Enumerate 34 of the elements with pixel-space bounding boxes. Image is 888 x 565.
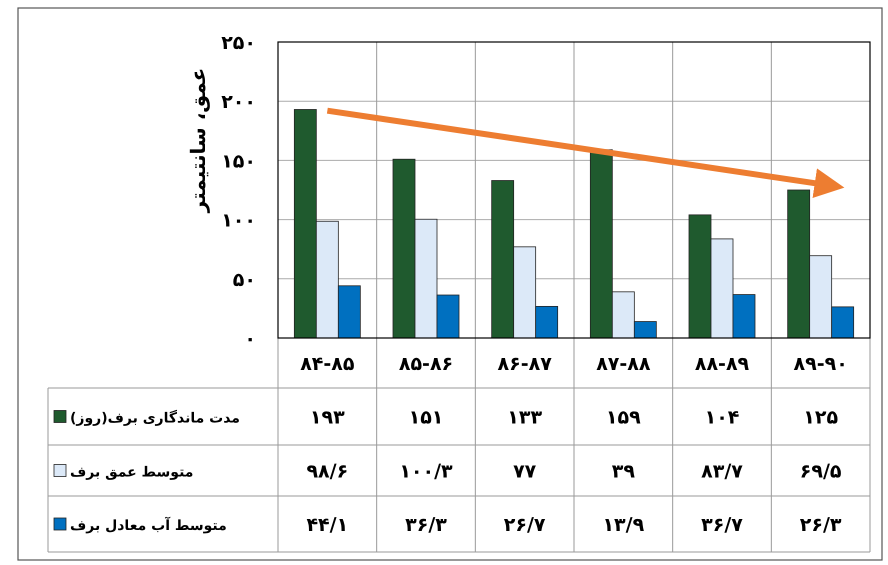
data-label: ۱۳/۹	[602, 514, 645, 536]
x-tick-label: ۸۷-۸۸	[596, 353, 651, 375]
x-tick-label: ۸۶-۸۷	[498, 353, 552, 375]
y-tick-label: ۲۵۰	[221, 32, 256, 54]
y-tick-label: ۵۰	[232, 268, 256, 291]
data-label: ۱۰۰/۳	[399, 460, 454, 482]
y-tick-label: ۱۰۰	[221, 210, 256, 232]
y-tick-label: ۱۵۰	[221, 150, 256, 172]
data-label: ۱۲۵	[803, 406, 838, 428]
data-label: ۲۶/۷	[504, 514, 546, 536]
data-label: ۳۶/۳	[405, 514, 448, 536]
data-label: ۷۷	[513, 460, 537, 482]
data-label: ۸۳/۷	[701, 460, 744, 482]
legend-label: متوسط عمق برف	[70, 464, 194, 480]
legend-label: مدت ماندگاری برف(روز)	[70, 410, 240, 426]
data-label: ۳۹	[612, 460, 636, 482]
x-tick-label: ۸۴-۸۵	[300, 353, 355, 375]
x-tick-label: ۸۹-۹۰	[794, 353, 848, 375]
x-tick-label: ۸۸-۸۹	[694, 353, 750, 375]
data-label: ۱۹۳	[310, 406, 346, 428]
data-label: ۲۶/۳	[800, 514, 842, 536]
data-label: ۶۹/۵	[800, 460, 842, 482]
data-label: ۱۰۴	[704, 406, 740, 428]
legend-label: متوسط آب معادل برف	[70, 516, 227, 534]
y-tick-label: ۲۰۰	[221, 91, 256, 114]
data-label: ۱۵۱	[408, 406, 444, 428]
y-axis-title: عمق، سانتیمتر	[186, 68, 210, 214]
data-label: ۹۸/۶	[306, 460, 348, 482]
data-label: ۴۴/۱	[306, 514, 348, 536]
x-tick-label: ۸۵-۸۶	[398, 353, 454, 375]
data-label: ۱۵۹	[606, 406, 642, 428]
data-label: ۱۳۳	[507, 406, 542, 428]
data-label: ۳۶/۷	[701, 514, 744, 536]
y-tick-label: ۰	[244, 328, 256, 350]
